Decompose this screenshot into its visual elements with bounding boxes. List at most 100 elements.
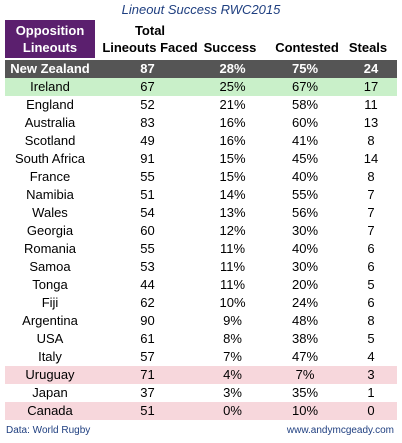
table-row: England 52 21% 58% 11 — [5, 96, 397, 114]
cell-contested: 20% — [291, 277, 319, 292]
cell-team: South Africa — [14, 151, 86, 166]
cell-team: France — [29, 169, 71, 184]
cell-steals: 13 — [363, 115, 379, 130]
cell-steals: 6 — [367, 259, 375, 274]
cell-success: 3% — [223, 385, 242, 400]
cell-faced: 54 — [140, 205, 155, 220]
cell-success: 25% — [200, 78, 265, 96]
table-row: Ireland 67 25% 67% 17 — [5, 78, 397, 96]
table-row: South Africa 91 15% 45% 14 — [5, 150, 397, 168]
cell-success: 11% — [219, 241, 246, 256]
cell-steals: 1 — [367, 385, 375, 400]
cell-contested: 24% — [291, 295, 319, 310]
cell-faced: 90 — [140, 313, 155, 328]
cell-team: Wales — [32, 205, 68, 220]
cell-contested: 41% — [291, 133, 319, 148]
cell-success: 15% — [219, 169, 246, 184]
cell-steals: 4 — [367, 349, 375, 364]
table-row: USA 61 8% 38% 5 — [5, 330, 397, 348]
table-row: Namibia 51 14% 55% 7 — [5, 186, 397, 204]
cell-contested: 40% — [291, 241, 319, 256]
table-row: Georgia 60 12% 30% 7 — [5, 222, 397, 240]
cell-faced: 51 — [95, 402, 200, 420]
cell-success: 28% — [200, 60, 265, 78]
cell-steals: 7 — [367, 223, 375, 238]
cell-contested: 38% — [291, 331, 319, 346]
cell-steals: 14 — [363, 151, 379, 166]
table-row: Wales 54 13% 56% 7 — [5, 204, 397, 222]
cell-team: Fiji — [41, 295, 59, 310]
cell-steals: 6 — [367, 295, 375, 310]
cell-contested: 58% — [291, 97, 319, 112]
header-faced: Total Lineouts Faced — [100, 22, 200, 56]
cell-success: 21% — [219, 97, 246, 112]
table-body: New Zealand 87 28% 75% 24 Ireland 67 25% 67% 17 En… — [5, 60, 397, 420]
table-row: Romania 55 11% 40% 6 — [5, 240, 397, 258]
cell-success: 9% — [223, 313, 242, 328]
cell-steals: 17 — [345, 78, 397, 96]
cell-faced: 91 — [140, 151, 155, 166]
lineout-table: New Zealand 87 28% 75% 24 Ireland 67 25% 67% 17 En… — [5, 60, 397, 420]
chart-title: Lineout Success RWC2015 — [121, 2, 281, 17]
cell-faced: 87 — [95, 60, 200, 78]
cell-success: 13% — [219, 205, 246, 220]
cell-faced: 52 — [140, 97, 155, 112]
cell-steals: 6 — [367, 241, 375, 256]
table-row: Argentina 90 9% 48% 8 — [5, 312, 397, 330]
cell-steals: 5 — [367, 331, 375, 346]
cell-faced: 55 — [140, 241, 155, 256]
cell-faced: 49 — [140, 133, 155, 148]
cell-success: 4% — [200, 366, 265, 384]
cell-steals: 7 — [367, 187, 375, 202]
cell-steals: 8 — [367, 133, 375, 148]
cell-faced: 37 — [140, 385, 155, 400]
cell-faced: 71 — [95, 366, 200, 384]
cell-team: Ireland — [5, 78, 95, 96]
source-note: Data: World Rugby — [6, 425, 91, 436]
header-success: Success — [203, 40, 257, 55]
cell-steals: 3 — [345, 366, 397, 384]
cell-team: Georgia — [26, 223, 74, 238]
header-faced-line2: Lineouts Faced — [102, 40, 198, 55]
cell-success: 16% — [219, 133, 246, 148]
cell-success: 11% — [219, 259, 246, 274]
header-faced-line1: Total — [134, 23, 166, 38]
cell-faced: 44 — [140, 277, 155, 292]
cell-faced: 62 — [140, 295, 155, 310]
table-row: Australia 83 16% 60% 13 — [5, 114, 397, 132]
cell-contested: 45% — [291, 151, 319, 166]
cell-team: Namibia — [26, 187, 74, 202]
cell-team: Scotland — [24, 133, 76, 148]
header-opposition-line1: Opposition — [15, 23, 85, 38]
cell-success: 16% — [219, 115, 246, 130]
table-row: Scotland 49 16% 41% 8 — [5, 132, 397, 150]
cell-contested: 7% — [265, 366, 345, 384]
cell-steals: 5 — [367, 277, 375, 292]
cell-faced: 60 — [140, 223, 155, 238]
cell-team: Italy — [38, 349, 62, 364]
cell-contested: 67% — [265, 78, 345, 96]
cell-team: England — [26, 97, 74, 112]
cell-contested: 75% — [265, 60, 345, 78]
header-contested: Contested — [275, 40, 339, 55]
cell-success: 8% — [223, 331, 242, 346]
cell-faced: 57 — [140, 349, 155, 364]
table-row: Samoa 53 11% 30% 6 — [5, 258, 397, 276]
cell-contested: 30% — [291, 223, 319, 238]
cell-team: New Zealand — [5, 60, 95, 78]
table-row: Tonga 44 11% 20% 5 — [5, 276, 397, 294]
cell-contested: 55% — [291, 187, 319, 202]
cell-steals: 8 — [367, 169, 375, 184]
cell-team: Argentina — [22, 313, 78, 328]
cell-success: 15% — [219, 151, 246, 166]
cell-contested: 10% — [265, 402, 345, 420]
cell-faced: 61 — [140, 331, 155, 346]
cell-contested: 60% — [291, 115, 319, 130]
site-credit: www.andymcgeady.com — [286, 425, 394, 436]
cell-steals: 0 — [345, 402, 397, 420]
table-row: Japan 37 3% 35% 1 — [5, 384, 397, 402]
cell-contested: 40% — [291, 169, 319, 184]
cell-team: Australia — [24, 115, 76, 130]
cell-success: 14% — [219, 187, 246, 202]
